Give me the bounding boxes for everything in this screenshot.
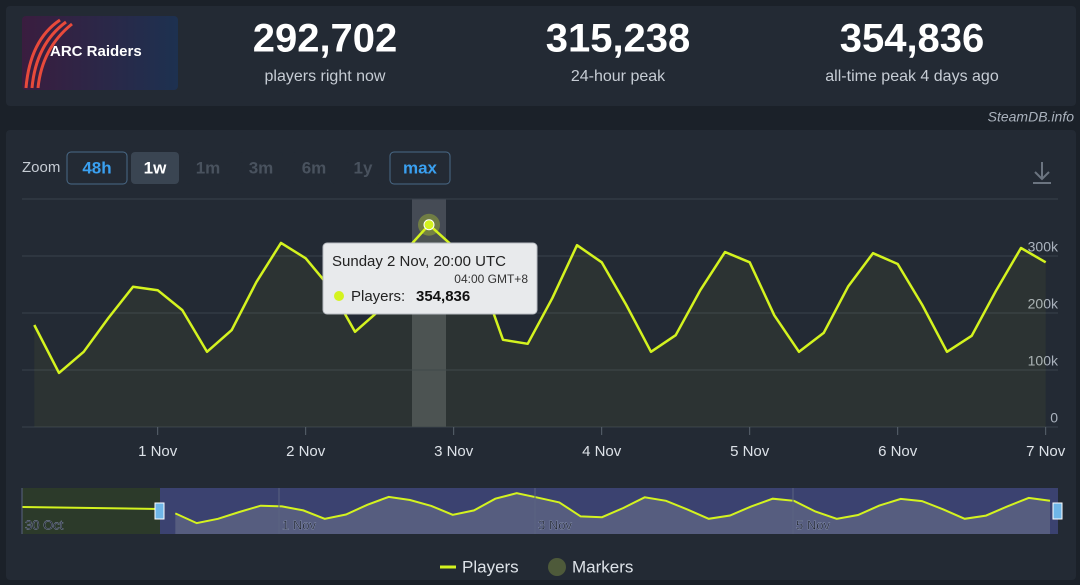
zoom-button-label[interactable]: 1y <box>354 158 373 177</box>
navigator-pre-line <box>21 506 161 510</box>
y-tick-label: 300k <box>1028 239 1059 255</box>
x-tick-label: 3 Nov <box>434 443 474 460</box>
tooltip-value: 354,836 <box>416 288 470 305</box>
navigator-outside <box>22 488 160 534</box>
tooltip-swatch <box>334 291 344 301</box>
zoom-button[interactable] <box>345 152 381 184</box>
x-tick-label: 5 Nov <box>730 443 770 460</box>
x-tick-label: 1 Nov <box>138 443 178 460</box>
zoom-button[interactable] <box>131 152 179 184</box>
navigator-label: 5 Nov <box>796 517 830 532</box>
logo-text: ARC Raiders <box>50 43 142 60</box>
tooltip-date: Sunday 2 Nov, 20:00 UTC <box>332 253 506 270</box>
zoom-label: Zoom <box>22 159 60 176</box>
navigator-label: 1 Nov <box>282 517 316 532</box>
zoom-button[interactable] <box>239 152 283 184</box>
y-tick-label: 100k <box>1028 353 1059 369</box>
tooltip-label: Players: <box>351 288 405 305</box>
legend-label[interactable]: Players <box>462 557 519 576</box>
navigator-handle[interactable] <box>154 502 165 520</box>
tooltip: Sunday 2 Nov, 20:00 UTC 04:00 GMT+8 Play… <box>322 242 538 315</box>
stat-label: players right now <box>265 68 386 85</box>
x-tick-label: 4 Nov <box>582 443 622 460</box>
zoom-button-label[interactable]: 1w <box>144 158 167 177</box>
series-area <box>34 224 1046 427</box>
download-icon[interactable] <box>1033 162 1051 184</box>
navigator-handle[interactable] <box>1052 502 1063 520</box>
legend-marker <box>548 558 566 576</box>
navigator-line <box>174 492 1051 525</box>
stat-label: 24-hour peak <box>571 68 666 85</box>
stat-value: 354,836 <box>840 17 985 61</box>
chart-panel <box>6 130 1076 580</box>
zoom-button-label[interactable]: 1m <box>196 158 221 177</box>
zoom-button-label[interactable]: 3m <box>249 158 274 177</box>
logo-stripes <box>24 18 73 89</box>
stat-label: all-time peak 4 days ago <box>825 68 999 85</box>
series-line <box>33 223 1047 375</box>
zoom-button[interactable] <box>389 151 451 185</box>
x-tick-label: 7 Nov <box>1026 443 1066 460</box>
zoom-button[interactable] <box>186 152 230 184</box>
source[interactable]: SteamDB.info <box>988 109 1075 125</box>
hover-point <box>423 219 435 231</box>
navigator[interactable] <box>22 488 1058 534</box>
y-tick-label: 0 <box>1050 410 1058 426</box>
x-tick-label: 6 Nov <box>878 443 918 460</box>
zoom-button[interactable] <box>66 151 128 185</box>
zoom-buttons: 48h 1w 1m 3m 6m 1y max <box>66 151 451 185</box>
tooltip-local: 04:00 GMT+8 <box>454 272 528 286</box>
legend-label[interactable]: Markers <box>572 557 633 576</box>
navigator-label: 30 Oct <box>25 517 64 532</box>
x-tick-label: 2 Nov <box>286 443 326 460</box>
plot: 0 100k 200k 300k 1 Nov 2 Nov 3 Nov 4 Nov 5 Nov 6 … <box>22 198 1066 460</box>
zoom-button-label[interactable]: 48h <box>82 158 111 177</box>
zoom-button-label[interactable]: max <box>403 158 438 177</box>
zoom-button[interactable] <box>292 152 336 184</box>
stat-value: 315,238 <box>546 17 691 61</box>
navigator-label: 3 Nov <box>538 517 572 532</box>
stats-panel <box>6 6 1076 106</box>
y-tick-label: 200k <box>1028 296 1059 312</box>
navigator-series: 30 Oct 1 Nov 3 Nov 5 Nov <box>21 488 1051 534</box>
zoom-button-label[interactable]: 6m <box>302 158 327 177</box>
stat-value: 292,702 <box>253 17 398 61</box>
tooltip-box <box>322 242 538 315</box>
